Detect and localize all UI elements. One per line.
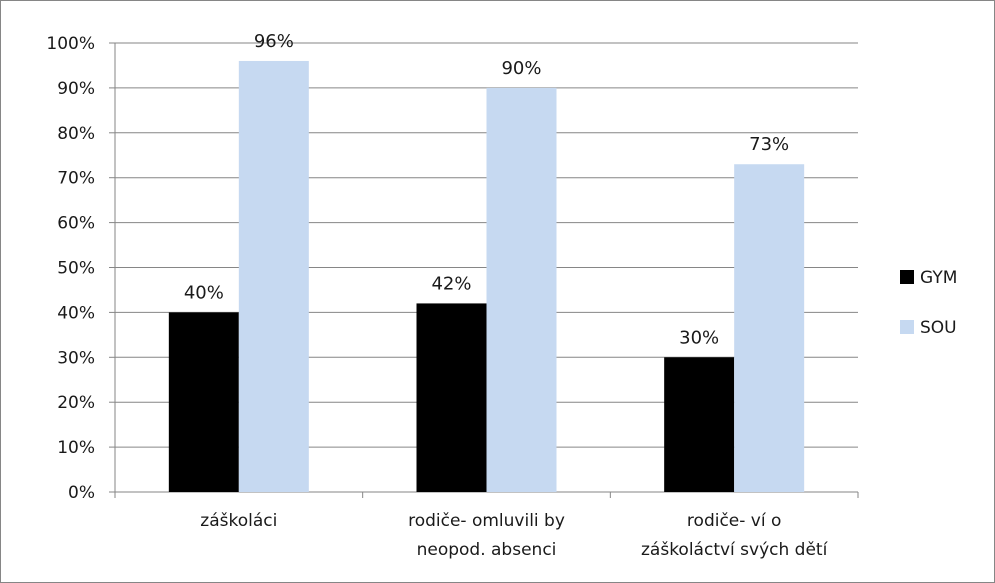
y-tick-label: 50% xyxy=(57,259,95,279)
data-label: 96% xyxy=(254,31,294,52)
x-category-label: rodiče- omluvili by xyxy=(408,511,565,531)
y-tick-label: 0% xyxy=(68,483,95,503)
data-label: 73% xyxy=(749,134,789,155)
x-category-label: záškoláctví svých dětí xyxy=(641,540,829,560)
data-label: 30% xyxy=(679,327,719,348)
bar-gym xyxy=(168,312,239,492)
y-tick-label: 60% xyxy=(57,214,95,234)
y-tick-label: 20% xyxy=(57,393,95,413)
x-category-label: rodiče- ví o xyxy=(687,511,781,531)
bar-sou xyxy=(734,164,805,493)
data-label: 90% xyxy=(501,58,541,79)
y-tick-label: 40% xyxy=(57,303,95,323)
y-tick-label: 30% xyxy=(57,348,95,368)
data-label: 40% xyxy=(184,282,224,303)
data-label: 42% xyxy=(431,273,471,294)
y-tick-label: 10% xyxy=(57,438,95,458)
legend-swatch-sou xyxy=(900,320,914,334)
x-category-label: neopod. absenci xyxy=(417,540,557,560)
y-tick-label: 70% xyxy=(57,169,95,189)
y-tick-label: 100% xyxy=(46,34,95,54)
y-tick-label: 90% xyxy=(57,79,95,99)
legend-label-sou: SOU xyxy=(920,318,957,338)
legend-swatch-gym xyxy=(900,270,914,284)
legend-label-gym: GYM xyxy=(920,268,957,288)
bar-gym xyxy=(664,357,735,492)
y-tick-label: 80% xyxy=(57,124,95,144)
bar-sou xyxy=(238,60,309,493)
x-category-label: záškoláci xyxy=(200,511,277,531)
bar-gym xyxy=(416,303,487,492)
bar-sou xyxy=(486,87,557,493)
